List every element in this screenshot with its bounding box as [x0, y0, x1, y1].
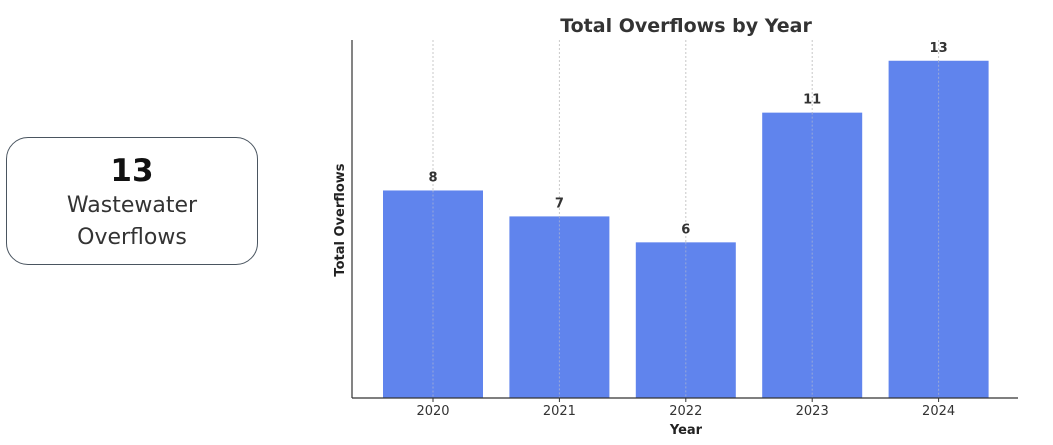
data-labels: 8 7 6 11 13	[428, 41, 947, 238]
data-label-2022: 6	[681, 222, 690, 237]
kpi-card: 13 Wastewater Overflows	[6, 137, 258, 265]
chart-title: Total Overflows by Year	[560, 15, 812, 37]
x-tick-label: 2023	[796, 404, 829, 419]
bar-2023	[762, 112, 863, 398]
x-tick-label: 2021	[543, 404, 576, 419]
x-tick-label: 2022	[669, 404, 702, 419]
x-tick-label: 2020	[416, 404, 449, 419]
data-label-2024: 13	[930, 41, 948, 56]
kpi-value: 13	[110, 153, 154, 189]
data-label-2023: 11	[803, 93, 821, 108]
y-axis-label: Total Overflows	[333, 163, 348, 276]
x-ticks: 2020 2021 2022 2023 2024	[416, 398, 955, 419]
grid-front-layer	[432, 60, 940, 398]
data-label-2020: 8	[428, 170, 437, 185]
bars-layer	[383, 60, 989, 398]
kpi-label: Wastewater Overflows	[66, 193, 198, 250]
data-label-2021: 7	[555, 196, 564, 211]
bar-2021	[509, 216, 610, 398]
x-tick-label: 2024	[922, 404, 955, 419]
x-axis-label: Year	[669, 423, 703, 438]
